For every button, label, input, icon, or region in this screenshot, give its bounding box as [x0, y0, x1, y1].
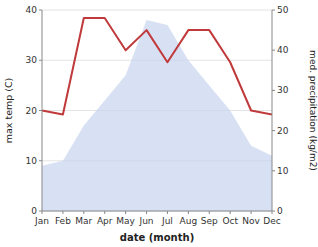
x-tick [188, 211, 189, 214]
grid [42, 10, 272, 211]
x-axis-label: date (month) [120, 232, 194, 243]
y2-tick [272, 50, 275, 51]
grid-line [42, 211, 272, 212]
plot-data [42, 18, 272, 211]
x-tick [146, 211, 147, 214]
x-tick-label: Sep [201, 216, 218, 226]
x-tick-label: Feb [55, 216, 71, 226]
x-tick [230, 211, 231, 214]
y-tick-label: 30 [26, 55, 38, 65]
y2-tick-label: 0 [277, 206, 283, 216]
grid-line [42, 10, 272, 11]
y-tick-label: 0 [31, 206, 37, 216]
y-tick [39, 10, 42, 11]
y2-tick-label: 50 [277, 5, 289, 15]
x-tick [62, 211, 63, 214]
x-tick-label: Jun [139, 216, 154, 226]
chart-container: JanFebMarAprMayJunJulAugSepOctNovDec0102… [0, 0, 318, 247]
y2-tick [272, 170, 275, 171]
chart: JanFebMarAprMayJunJulAugSepOctNovDec0102… [0, 0, 318, 247]
x-tick-label: Nov [242, 216, 260, 226]
x-tick-label: Aug [180, 216, 198, 226]
x-tick-label: Jan [34, 216, 49, 226]
y2-axis-label: med. precipitation (kg/m2) [308, 50, 318, 171]
y-tick-label: 40 [26, 5, 38, 15]
y2-tick [272, 90, 275, 91]
y2-tick [272, 211, 275, 212]
x-tick [125, 211, 126, 214]
y2-axis-line [272, 10, 273, 211]
x-tick-label: May [116, 216, 135, 226]
y2-tick [272, 10, 275, 11]
x-tick-label: Dec [263, 216, 280, 226]
y-tick [39, 211, 42, 212]
y2-tick-label: 30 [277, 85, 289, 95]
precipitation-line [42, 18, 272, 114]
x-tick [167, 211, 168, 214]
y-tick-label: 20 [26, 106, 38, 116]
x-tick [251, 211, 252, 214]
axes: JanFebMarAprMayJunJulAugSepOctNovDec0102… [26, 5, 289, 226]
x-tick-label: Jul [161, 216, 173, 226]
y-tick [39, 60, 42, 61]
y2-tick [272, 130, 275, 131]
y-tick [39, 160, 42, 161]
x-tick-label: Mar [75, 216, 92, 226]
y-axis-label: max temp (C) [3, 78, 14, 144]
x-tick-label: Oct [222, 216, 238, 226]
x-tick [104, 211, 105, 214]
x-tick [83, 211, 84, 214]
y2-tick-label: 40 [277, 45, 289, 55]
y2-tick-label: 10 [277, 166, 289, 176]
y2-tick-label: 20 [277, 126, 289, 136]
x-axis-line [42, 211, 272, 212]
y-tick [39, 110, 42, 111]
y-tick-label: 10 [26, 156, 38, 166]
x-tick [209, 211, 210, 214]
x-tick-label: Apr [97, 216, 113, 226]
